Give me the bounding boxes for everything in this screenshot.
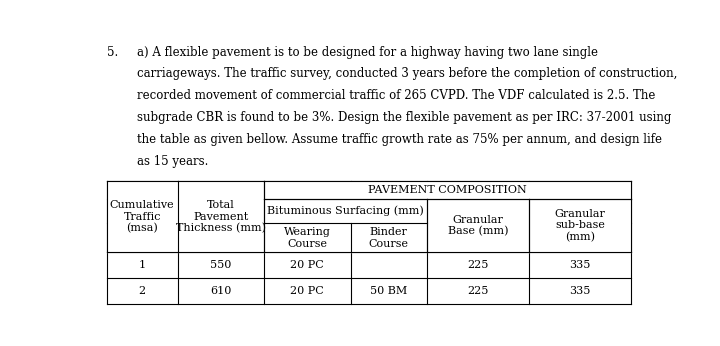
- Text: 335: 335: [570, 260, 591, 270]
- Text: 2: 2: [138, 286, 145, 296]
- Text: Granular
Base (mm): Granular Base (mm): [448, 215, 508, 237]
- Text: 20 PC: 20 PC: [290, 260, 324, 270]
- Text: 225: 225: [467, 260, 489, 270]
- Bar: [264, 182, 631, 198]
- Text: Total
Pavement
Thickness (mm): Total Pavement Thickness (mm): [176, 200, 266, 234]
- Text: Cumulative
Traffic
(msa): Cumulative Traffic (msa): [110, 200, 174, 234]
- Text: 5.: 5.: [107, 46, 118, 58]
- Text: 1: 1: [138, 260, 145, 270]
- Text: a) A flexible pavement is to be designed for a highway having two lane single: a) A flexible pavement is to be designed…: [138, 46, 598, 58]
- Text: 550: 550: [210, 260, 232, 270]
- Text: the table as given bellow. Assume traffic growth rate as 75% per annum, and desi: the table as given bellow. Assume traffi…: [138, 133, 662, 146]
- Text: as 15 years.: as 15 years.: [138, 155, 209, 168]
- Text: Wearing
Course: Wearing Course: [284, 227, 330, 248]
- Text: 50 BM: 50 BM: [370, 286, 408, 296]
- Text: 20 PC: 20 PC: [290, 286, 324, 296]
- Text: PAVEMENT COMPOSITION: PAVEMENT COMPOSITION: [369, 185, 527, 195]
- Text: recorded movement of commercial traffic of 265 CVPD. The VDF calculated is 2.5. : recorded movement of commercial traffic …: [138, 89, 656, 102]
- Text: 335: 335: [570, 286, 591, 296]
- Text: Granular
sub-base
(mm): Granular sub-base (mm): [554, 209, 606, 242]
- Text: subgrade CBR is found to be 3%. Design the flexible pavement as per IRC: 37-2001: subgrade CBR is found to be 3%. Design t…: [138, 111, 672, 124]
- Text: Binder
Course: Binder Course: [369, 227, 409, 248]
- Text: carriageways. The traffic survey, conducted 3 years before the completion of con: carriageways. The traffic survey, conduc…: [138, 67, 678, 80]
- Text: 225: 225: [467, 286, 489, 296]
- Text: 610: 610: [210, 286, 232, 296]
- Text: Bituminous Surfacing (mm): Bituminous Surfacing (mm): [267, 206, 424, 216]
